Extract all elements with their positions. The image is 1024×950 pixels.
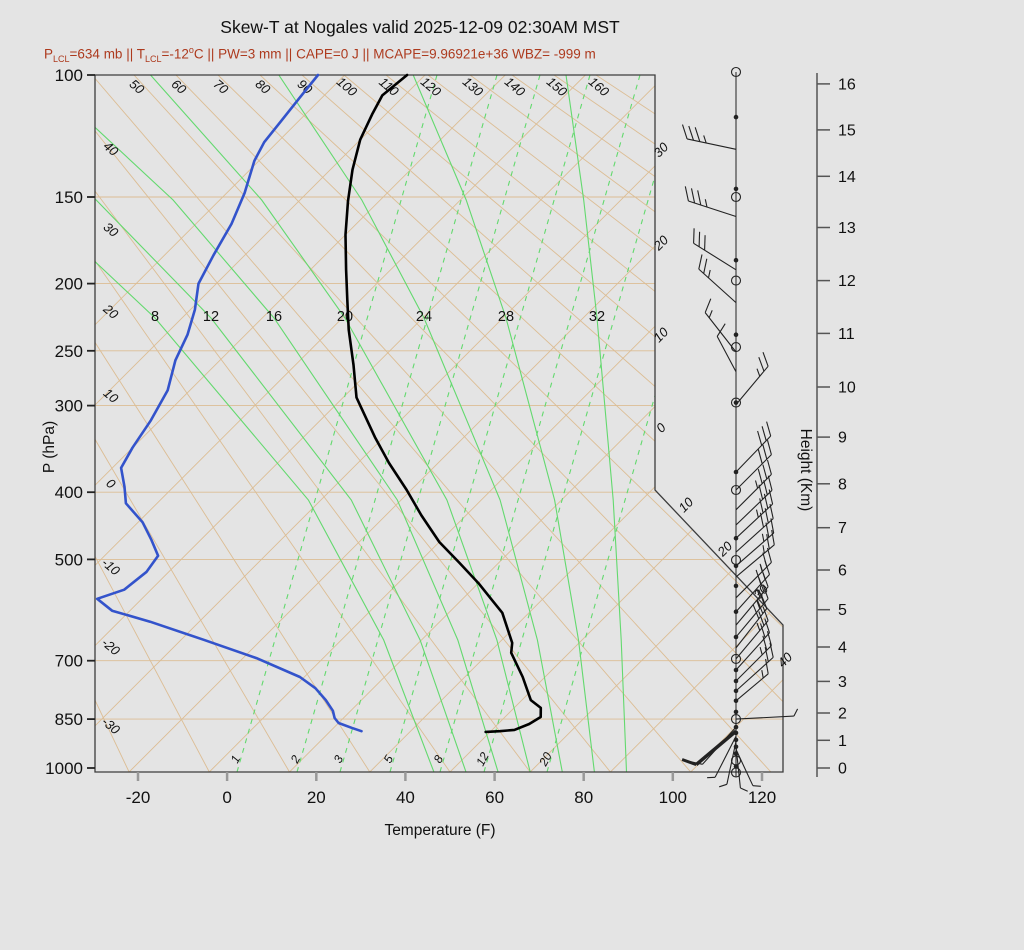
svg-text:10: 10 xyxy=(675,494,696,515)
svg-text:14: 14 xyxy=(838,169,856,186)
svg-text:1: 1 xyxy=(228,753,244,765)
svg-text:70: 70 xyxy=(211,76,232,97)
svg-text:11: 11 xyxy=(838,326,855,343)
wind-barb-column xyxy=(681,66,799,792)
svg-text:24: 24 xyxy=(416,309,432,325)
svg-text:200: 200 xyxy=(55,275,83,294)
svg-text:90: 90 xyxy=(295,76,316,97)
svg-text:1: 1 xyxy=(838,733,847,750)
svg-text:30: 30 xyxy=(650,139,671,160)
pressure-axis-label: P (hPa) xyxy=(41,421,58,473)
svg-text:500: 500 xyxy=(55,550,83,569)
svg-text:16: 16 xyxy=(266,309,282,325)
svg-text:80: 80 xyxy=(253,76,274,97)
svg-text:5: 5 xyxy=(381,753,397,766)
svg-text:250: 250 xyxy=(55,342,83,361)
svg-text:700: 700 xyxy=(55,652,83,671)
svg-text:2: 2 xyxy=(838,706,847,723)
svg-text:1000: 1000 xyxy=(45,759,83,778)
svg-text:9: 9 xyxy=(838,430,847,447)
svg-text:12: 12 xyxy=(473,750,492,769)
svg-text:8: 8 xyxy=(151,309,159,325)
chart-subtitle: PLCL=634 mb || TLCL=-12oC || PW=3 mm || … xyxy=(44,45,596,65)
svg-text:-30: -30 xyxy=(99,714,124,738)
svg-text:4: 4 xyxy=(838,640,847,657)
svg-text:3: 3 xyxy=(838,674,847,691)
svg-text:-20: -20 xyxy=(126,788,151,807)
svg-text:300: 300 xyxy=(55,397,83,416)
svg-text:10: 10 xyxy=(101,385,122,406)
chart-title: Skew-T at Nogales valid 2025-12-09 02:30… xyxy=(220,17,620,37)
svg-text:12: 12 xyxy=(838,273,856,290)
svg-text:5: 5 xyxy=(838,602,847,619)
svg-text:60: 60 xyxy=(485,788,504,807)
temperature-axis: -20 0 20 40 60 80 100 120 Temperature (F) xyxy=(126,772,776,839)
svg-text:130: 130 xyxy=(460,74,487,100)
svg-text:20: 20 xyxy=(536,750,555,770)
svg-text:28: 28 xyxy=(498,309,514,325)
svg-text:100: 100 xyxy=(334,74,361,100)
moist-adiabat-labels: 8 12 16 20 24 28 32 xyxy=(151,309,605,325)
svg-text:20: 20 xyxy=(650,232,672,254)
svg-text:2: 2 xyxy=(287,753,303,767)
svg-text:20: 20 xyxy=(307,788,326,807)
svg-text:15: 15 xyxy=(838,122,856,139)
svg-text:8: 8 xyxy=(431,753,447,766)
svg-text:50: 50 xyxy=(127,76,148,97)
plot-outline xyxy=(94,74,784,773)
svg-text:10: 10 xyxy=(838,380,856,397)
svg-text:150: 150 xyxy=(55,188,83,207)
svg-text:0: 0 xyxy=(222,788,231,807)
svg-text:13: 13 xyxy=(838,220,856,237)
dewpoint-trace xyxy=(95,73,363,733)
svg-text:32: 32 xyxy=(589,309,605,325)
svg-text:850: 850 xyxy=(55,710,83,729)
svg-text:110: 110 xyxy=(376,74,402,99)
svg-text:6: 6 xyxy=(838,563,847,580)
temperature-trace xyxy=(344,73,543,734)
temperature-axis-label: Temperature (F) xyxy=(384,822,495,839)
svg-text:20: 20 xyxy=(100,301,122,323)
svg-text:120: 120 xyxy=(748,788,776,807)
background-lattice xyxy=(95,75,783,772)
svg-text:20: 20 xyxy=(337,309,353,325)
svg-text:12: 12 xyxy=(203,309,219,325)
svg-text:7: 7 xyxy=(838,520,847,537)
svg-text:3: 3 xyxy=(331,753,347,766)
height-axis-label: Height (Km) xyxy=(797,429,814,512)
pressure-axis: 100 150 200 250 300 400 500 700 850 1000 P (hPa) xyxy=(41,66,95,778)
svg-text:40: 40 xyxy=(774,649,795,670)
svg-text:8: 8 xyxy=(838,476,847,493)
svg-text:80: 80 xyxy=(574,788,593,807)
mixing-ratio-labels: 1 2 3 5 8 12 20 xyxy=(228,750,555,770)
svg-text:140: 140 xyxy=(502,74,529,100)
svg-text:0: 0 xyxy=(103,475,119,492)
svg-text:0: 0 xyxy=(838,761,847,778)
svg-text:16: 16 xyxy=(838,76,856,93)
svg-text:100: 100 xyxy=(55,66,83,85)
svg-text:60: 60 xyxy=(169,76,190,97)
svg-text:40: 40 xyxy=(396,788,415,807)
svg-text:100: 100 xyxy=(659,788,687,807)
svg-text:400: 400 xyxy=(55,483,83,502)
